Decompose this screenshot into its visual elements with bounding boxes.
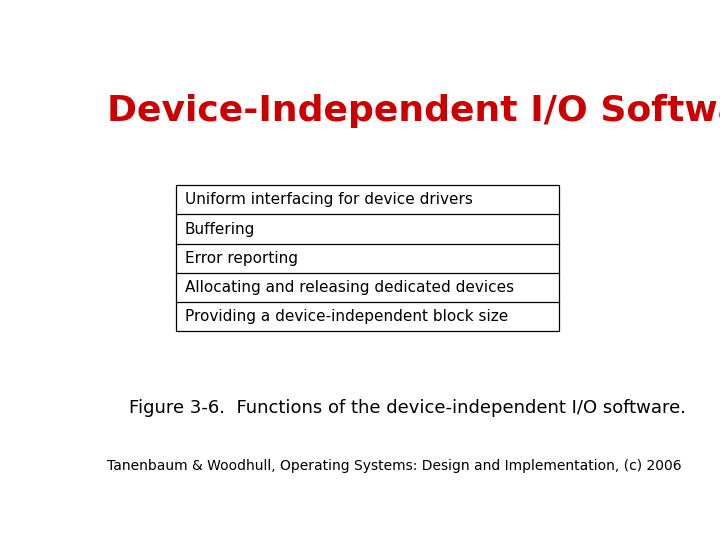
Text: Tanenbaum & Woodhull, Operating Systems: Design and Implementation, (c) 2006: Tanenbaum & Woodhull, Operating Systems:… <box>107 459 681 473</box>
Text: Figure 3-6.  Functions of the device-independent I/O software.: Figure 3-6. Functions of the device-inde… <box>129 399 686 417</box>
Text: Uniform interfacing for device drivers: Uniform interfacing for device drivers <box>185 192 473 207</box>
Text: Allocating and releasing dedicated devices: Allocating and releasing dedicated devic… <box>185 280 514 295</box>
Text: Providing a device-independent block size: Providing a device-independent block siz… <box>185 309 508 324</box>
Text: Device-Independent I/O Software: Device-Independent I/O Software <box>107 94 720 128</box>
Bar <box>176 185 559 331</box>
Text: Buffering: Buffering <box>185 221 255 237</box>
Text: Error reporting: Error reporting <box>185 251 298 266</box>
